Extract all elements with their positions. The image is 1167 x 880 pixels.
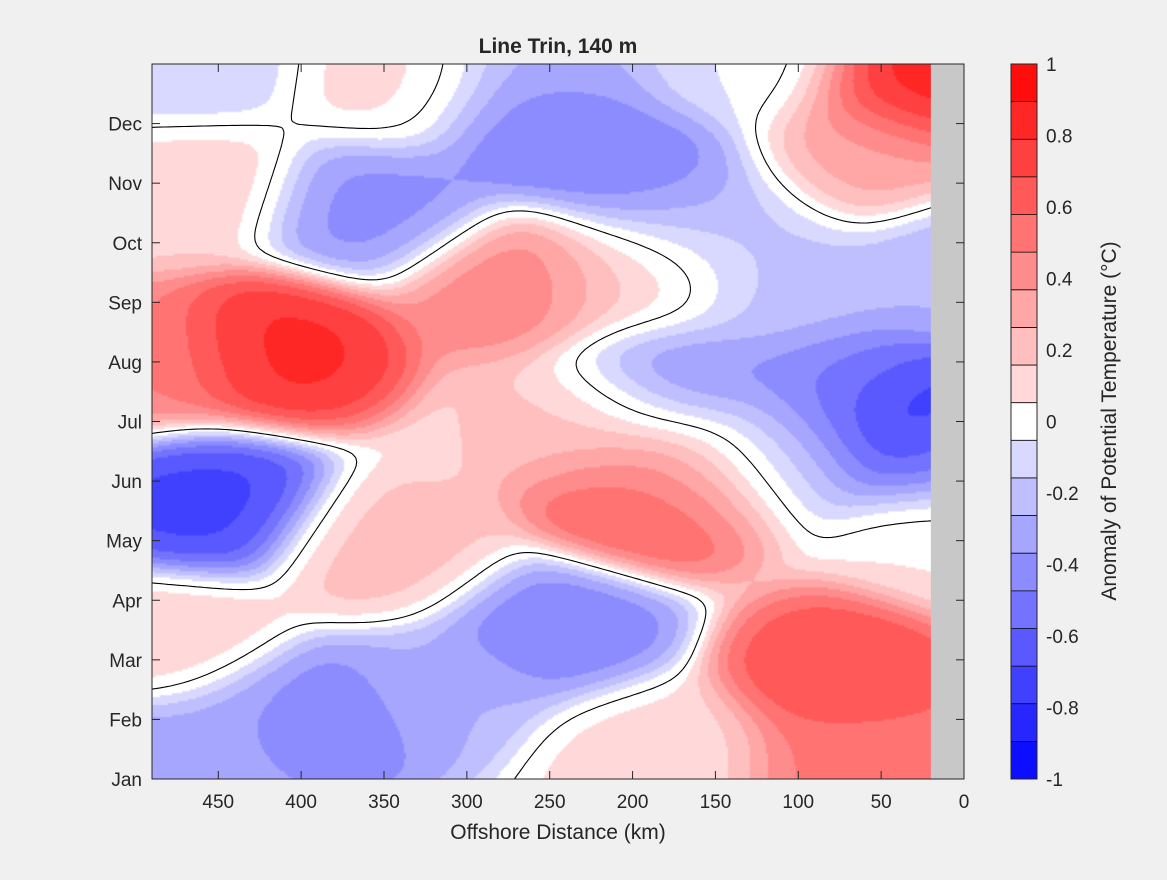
y-tick-label: May	[106, 532, 142, 553]
y-tick-label: Jan	[111, 770, 142, 791]
colorbar-band	[1011, 590, 1037, 629]
y-tick-label: Dec	[108, 115, 142, 136]
colorbar-band	[1011, 139, 1037, 177]
colorbar-band	[1011, 553, 1037, 591]
chart-title: Line Trin, 140 m	[479, 35, 638, 58]
colorbar-label: Anomaly of Potential Temperature (°C)	[1098, 241, 1121, 600]
zero-contour-path	[152, 64, 964, 779]
colorbar-tick-label: -0.4	[1046, 556, 1079, 577]
y-tick-label: Nov	[108, 174, 142, 195]
colorbar-band	[1011, 289, 1037, 328]
colorbar-tick-label: 0.2	[1046, 341, 1072, 362]
colorbar-band	[1011, 176, 1037, 215]
colorbar-band	[1011, 666, 1037, 704]
x-tick-label: 0	[959, 792, 970, 813]
x-axis-label: Offshore Distance (km)	[450, 821, 666, 844]
colorbar-band	[1011, 477, 1037, 516]
x-tick-label: 300	[451, 792, 483, 813]
y-tick-label: Mar	[109, 651, 142, 672]
colorbar-band	[1011, 402, 1037, 441]
x-tick-label: 200	[617, 792, 649, 813]
colorbar-band	[1011, 628, 1037, 667]
x-tick-label: 100	[782, 792, 814, 813]
colorbar-tick-label: -0.6	[1046, 627, 1079, 648]
colorbar-band	[1011, 741, 1037, 779]
x-tick-label: 150	[700, 792, 732, 813]
x-tick-label: 400	[285, 792, 317, 813]
x-tick-label: 450	[202, 792, 234, 813]
colorbar-tick-label: 0.6	[1046, 198, 1072, 219]
y-tick-label: Jul	[118, 413, 142, 434]
colorbar-band	[1011, 327, 1037, 366]
colorbar-tick-label: -0.2	[1046, 484, 1079, 505]
y-tick-label: Feb	[109, 710, 142, 731]
colorbar-band	[1011, 515, 1037, 554]
temperature-anomaly-field	[152, 64, 964, 779]
colorbar-tick-label: 0.4	[1046, 270, 1073, 291]
x-axis: 450 400 350 300 250 200 150 100 50 0	[202, 64, 969, 813]
colorbar-tick-label: 0	[1046, 413, 1057, 434]
colorbar-tick-label: 0.8	[1046, 127, 1072, 148]
plot-area	[152, 64, 964, 779]
colorbar-band	[1011, 101, 1037, 140]
zero-contour-lines	[152, 64, 964, 779]
y-tick-label: Sep	[108, 293, 142, 314]
x-tick-label: 250	[534, 792, 566, 813]
x-tick-label: 50	[871, 792, 892, 813]
colorbar: 1 0.8 0.6 0.4 0.2 0 -0.2 -0.4 -0.6 -0.8 -1	[1010, 55, 1079, 791]
colorbar-band	[1011, 703, 1037, 742]
colorbar-tick-label: -0.8	[1046, 699, 1079, 720]
y-axis: Jan Feb Mar Apr May Jun Jul Aug Sep Oct Nov Dec	[106, 115, 964, 791]
y-tick-label: Aug	[108, 353, 142, 374]
y-tick-label: Apr	[112, 591, 142, 612]
colorbar-band	[1011, 64, 1037, 102]
y-tick-label: Jun	[111, 472, 142, 493]
colorbar-band	[1011, 440, 1037, 478]
colorbar-band	[1011, 252, 1037, 290]
colorbar-frame	[1010, 63, 1038, 780]
colorbar-band	[1011, 214, 1037, 253]
x-tick-label: 350	[368, 792, 400, 813]
y-tick-label: Oct	[112, 234, 142, 255]
colorbar-tick-label: -1	[1046, 770, 1063, 791]
colorbar-band	[1011, 365, 1037, 403]
colorbar-tick-label: 1	[1046, 55, 1057, 76]
